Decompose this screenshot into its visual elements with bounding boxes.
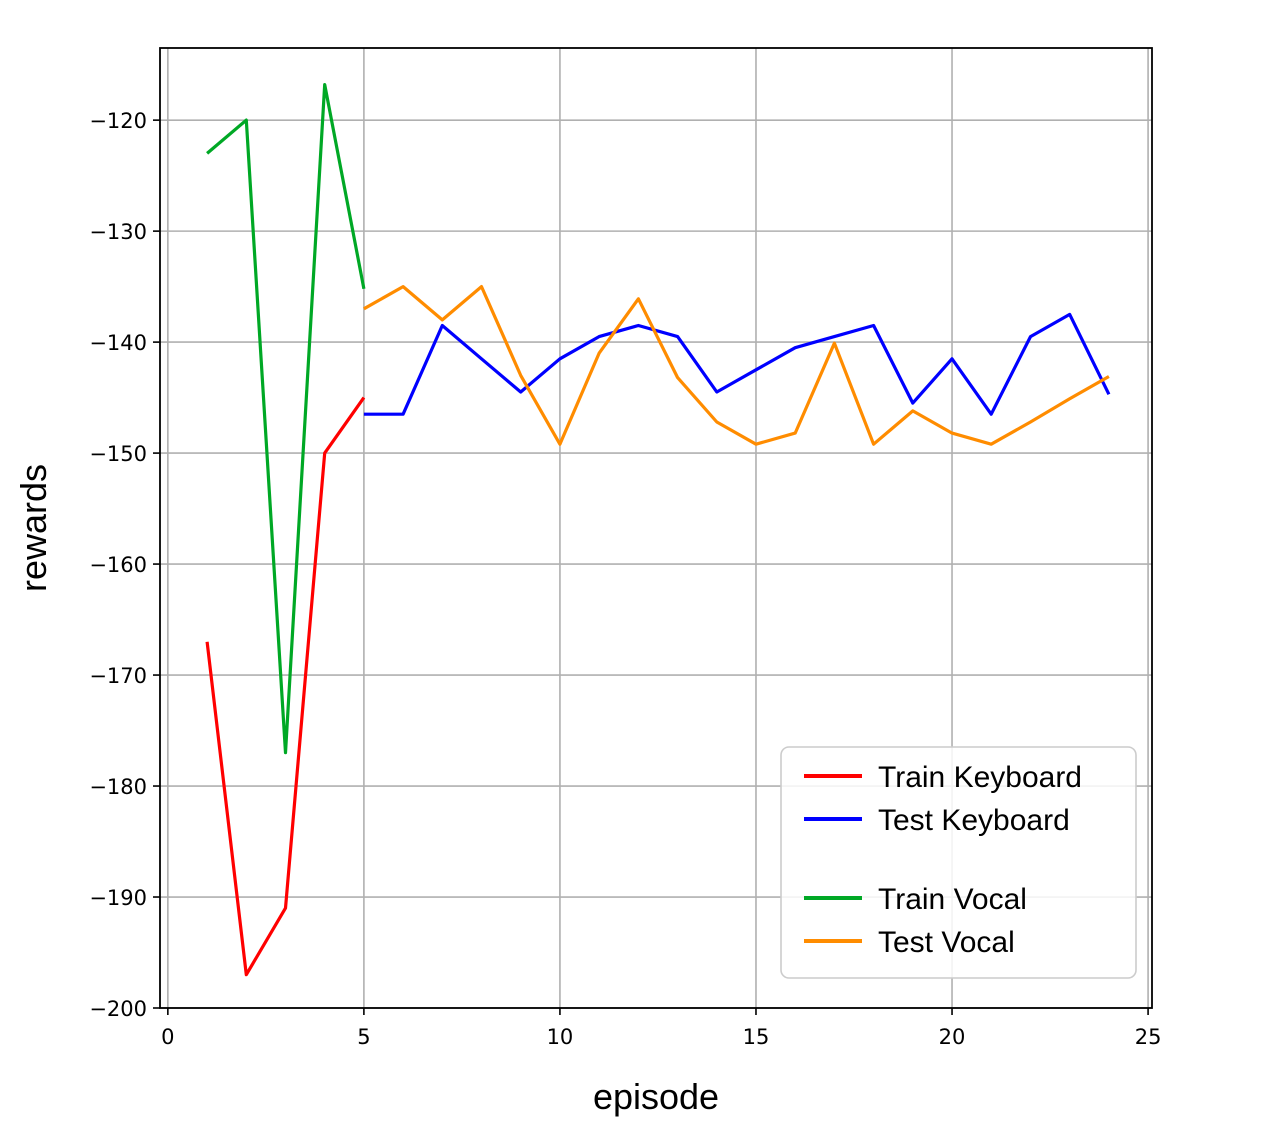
series-line-train-keyboard bbox=[205, 396, 366, 977]
legend-label: Train Keyboard bbox=[878, 761, 1082, 794]
y-tick-label: −180 bbox=[89, 775, 147, 799]
x-tick-label: 5 bbox=[357, 1025, 370, 1049]
series-line-train-vocal bbox=[206, 82, 366, 755]
x-tick-label: 20 bbox=[939, 1025, 966, 1049]
y-tick-label: −120 bbox=[89, 109, 147, 133]
x-tick-label: 15 bbox=[743, 1025, 770, 1049]
plot-frame bbox=[159, 47, 1153, 1009]
legend-box bbox=[780, 746, 1137, 979]
y-tick-label: −170 bbox=[89, 664, 147, 688]
legend-label: Test Keyboard bbox=[878, 804, 1070, 837]
ticks: 0 5 10 15 20 25 −120 −130 −140 −150 −160 −170 −180 −1… bbox=[89, 109, 1161, 1049]
series-line-test-vocal bbox=[363, 285, 1110, 446]
series-line-test-keyboard bbox=[363, 312, 1111, 416]
y-tick-label: −140 bbox=[89, 331, 147, 355]
y-tick-label: −160 bbox=[89, 553, 147, 577]
y-axis-label: rewards bbox=[13, 464, 54, 592]
y-tick-label: −200 bbox=[89, 997, 147, 1021]
y-tick-label: −130 bbox=[89, 220, 147, 244]
y-tick-label: −190 bbox=[89, 886, 147, 910]
series-lines bbox=[205, 82, 1111, 977]
x-tick-label: 0 bbox=[161, 1025, 174, 1049]
x-tick-label: 25 bbox=[1135, 1025, 1162, 1049]
x-axis-label: episode bbox=[593, 1076, 719, 1117]
x-tick-label: 10 bbox=[547, 1025, 574, 1049]
legend-label: Test Vocal bbox=[878, 926, 1015, 959]
legend: Train Keyboard Test Keyboard Train Vocal Te… bbox=[780, 746, 1137, 979]
legend-label: Train Vocal bbox=[878, 883, 1027, 916]
y-tick-label: −150 bbox=[89, 442, 147, 466]
